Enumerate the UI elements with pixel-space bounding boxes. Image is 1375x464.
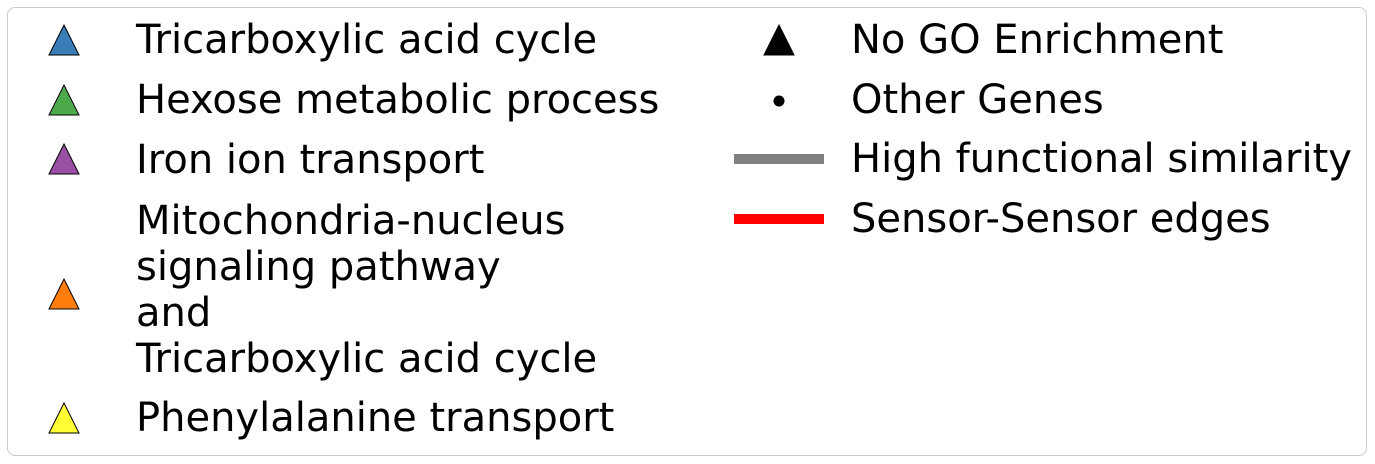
dot-icon [773,95,785,107]
legend-label: Mitochondria-nucleus signaling pathway a… [136,198,598,382]
triangle-icon [48,142,80,175]
triangle-icon [763,23,795,56]
triangle-icon [48,401,80,434]
line-icon [734,214,824,224]
legend-label: High functional similarity [851,136,1352,182]
legend-box [7,7,1367,456]
legend-label: No GO Enrichment [851,17,1224,63]
triangle-icon [48,83,80,116]
legend-label: Phenylalanine transport [136,395,615,441]
legend-label: Tricarboxylic acid cycle [136,17,598,63]
legend-label: Sensor-Sensor edges [851,196,1271,242]
legend-label: Hexose metabolic process [136,77,660,123]
line-icon [734,154,824,164]
legend-label: Other Genes [851,77,1104,123]
legend-label: Iron ion transport [136,137,485,183]
triangle-icon [48,277,80,310]
triangle-icon [48,23,80,56]
